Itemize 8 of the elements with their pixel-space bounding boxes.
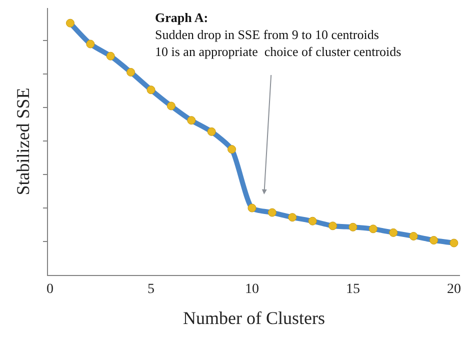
x-tick-label: 20 xyxy=(446,282,461,297)
annotation: Graph A: Sudden drop in SSE from 9 to 10 centroids 10 is an appropriate choice of cluster centroids xyxy=(155,10,402,59)
x-tick-label: 10 xyxy=(244,282,259,297)
x-axis-title: Number of Clusters xyxy=(183,308,325,328)
x-tick-label: 15 xyxy=(346,282,360,297)
x-tick-label: 0 xyxy=(46,282,54,297)
x-tick-label: 5 xyxy=(148,282,154,297)
y-axis-title: Stabilized SSE xyxy=(13,88,34,196)
